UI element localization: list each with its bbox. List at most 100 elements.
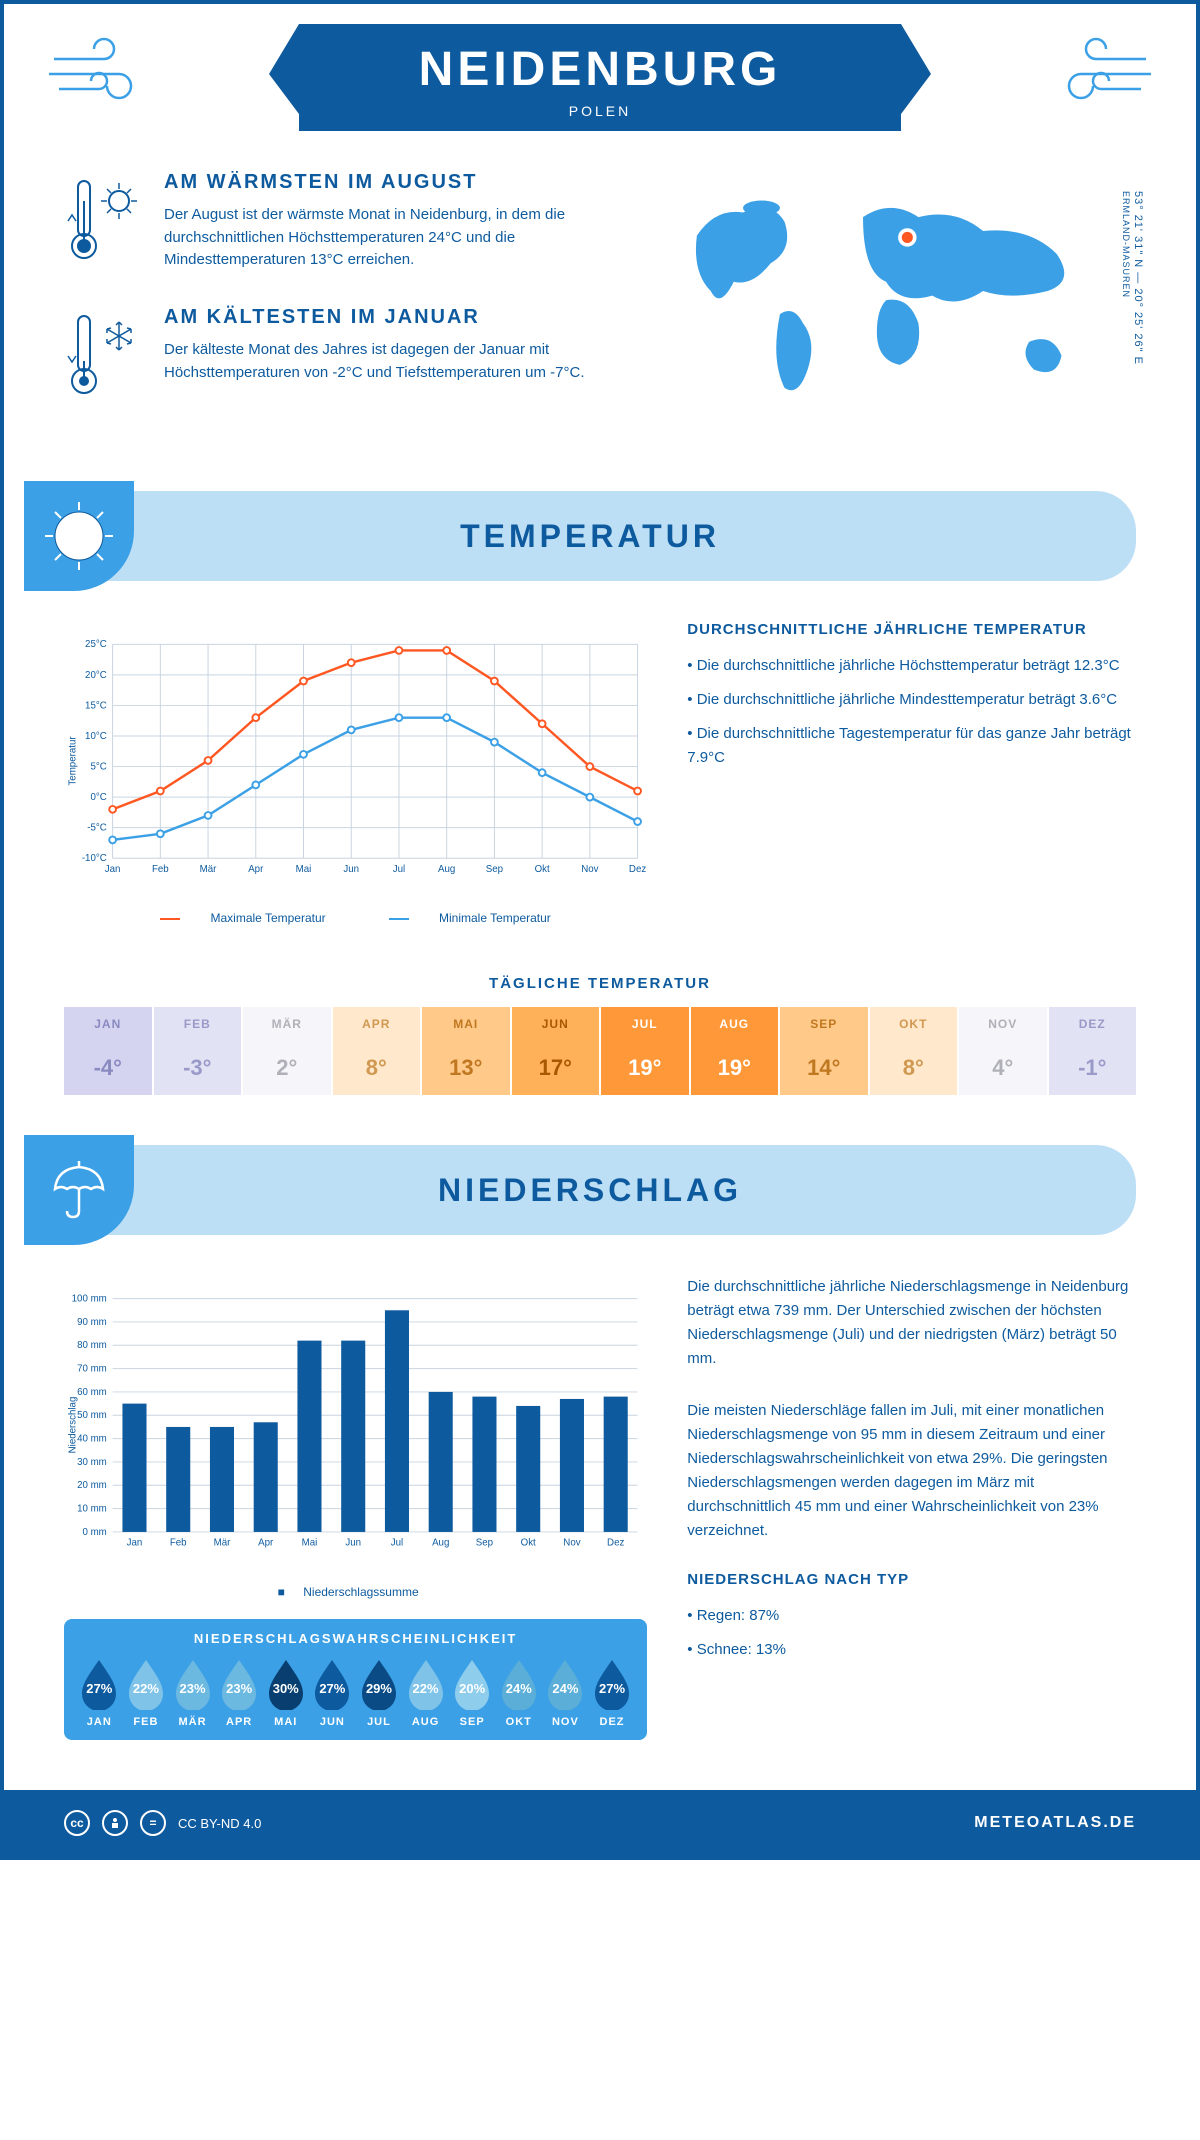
precip-para: Die durchschnittliche jährliche Niedersc… xyxy=(687,1275,1136,1371)
svg-text:Feb: Feb xyxy=(170,1538,187,1549)
prob-cell: 27% DEZ xyxy=(589,1658,636,1728)
precip-type: • Schnee: 13% xyxy=(687,1638,1136,1662)
footer: cc = CC BY-ND 4.0 METEOATLAS.DE xyxy=(4,1790,1196,1856)
title-banner: NEIDENBURG POLEN xyxy=(299,24,902,131)
license-block: cc = CC BY-ND 4.0 xyxy=(64,1810,261,1836)
svg-text:15°C: 15°C xyxy=(85,700,107,711)
svg-text:Temperatur: Temperatur xyxy=(68,736,79,786)
daily-cell: APR8° xyxy=(333,1007,423,1095)
coldest-desc: Der kälteste Monat des Jahres ist dagege… xyxy=(164,339,605,384)
facts-column: AM WÄRMSTEN IM AUGUST Der August ist der… xyxy=(64,171,605,441)
svg-text:Nov: Nov xyxy=(581,864,598,875)
daily-cell: SEP14° xyxy=(780,1007,870,1095)
daily-cell: MÄR2° xyxy=(243,1007,333,1095)
precip-para: Die meisten Niederschläge fallen im Juli… xyxy=(687,1399,1136,1543)
license-text: CC BY-ND 4.0 xyxy=(178,1816,261,1831)
svg-text:Sep: Sep xyxy=(486,864,503,875)
warmest-fact: AM WÄRMSTEN IM AUGUST Der August ist der… xyxy=(64,171,605,276)
svg-text:70 mm: 70 mm xyxy=(77,1364,107,1375)
temp-legend: Maximale Temperatur Minimale Temperatur xyxy=(64,911,647,925)
temp-section-header: TEMPERATUR xyxy=(44,491,1136,581)
prob-cell: 22% AUG xyxy=(402,1658,449,1728)
umbrella-icon xyxy=(24,1135,134,1245)
thermometer-snow-icon xyxy=(64,306,144,411)
daily-cell: JUN17° xyxy=(512,1007,602,1095)
cc-icon: cc xyxy=(64,1810,90,1836)
sun-icon xyxy=(24,481,134,591)
svg-text:5°C: 5°C xyxy=(90,761,106,772)
precip-type: • Regen: 87% xyxy=(687,1604,1136,1628)
precip-type-heading: NIEDERSCHLAG NACH TYP xyxy=(687,1571,1136,1588)
svg-text:10 mm: 10 mm xyxy=(77,1504,107,1515)
prob-cell: 27% JUN xyxy=(309,1658,356,1728)
coldest-text: AM KÄLTESTEN IM JANUAR Der kälteste Mona… xyxy=(164,306,605,411)
temp-bullet: • Die durchschnittliche jährliche Mindes… xyxy=(687,688,1136,712)
svg-text:Sep: Sep xyxy=(476,1538,493,1549)
prob-cell: 30% MAI xyxy=(262,1658,309,1728)
svg-text:20 mm: 20 mm xyxy=(77,1480,107,1491)
svg-text:Okt: Okt xyxy=(535,864,550,875)
svg-text:Mai: Mai xyxy=(296,864,312,875)
prob-cell: 29% JUL xyxy=(356,1658,403,1728)
temp-info: DURCHSCHNITTLICHE JÄHRLICHE TEMPERATUR •… xyxy=(687,621,1136,925)
probability-title: NIEDERSCHLAGSWAHRSCHEINLICHKEIT xyxy=(76,1631,635,1646)
probability-row: 27% JAN 22% FEB 23% MÄR 23% APR 30% MAI xyxy=(76,1658,635,1728)
precip-title: NIEDERSCHLAG xyxy=(438,1172,742,1209)
wind-icon xyxy=(1046,34,1156,119)
daily-cell: DEZ-1° xyxy=(1049,1007,1137,1095)
precip-section-header: NIEDERSCHLAG xyxy=(44,1145,1136,1235)
svg-text:10°C: 10°C xyxy=(85,731,107,742)
svg-text:0°C: 0°C xyxy=(90,792,106,803)
svg-text:Jul: Jul xyxy=(393,864,405,875)
svg-text:Jun: Jun xyxy=(345,1538,361,1549)
prob-cell: 20% SEP xyxy=(449,1658,496,1728)
svg-text:40 mm: 40 mm xyxy=(77,1434,107,1445)
map-column: 53° 21' 31" N — 20° 25' 26" E ERMLAND-MA… xyxy=(645,171,1136,441)
prob-cell: 24% OKT xyxy=(495,1658,542,1728)
svg-text:-10°C: -10°C xyxy=(82,853,107,864)
precip-chart-row: 0 mm10 mm20 mm30 mm40 mm50 mm60 mm70 mm8… xyxy=(4,1255,1196,1760)
daily-cell: OKT8° xyxy=(870,1007,960,1095)
prob-cell: 23% MÄR xyxy=(169,1658,216,1728)
svg-text:Aug: Aug xyxy=(432,1538,449,1549)
svg-text:Apr: Apr xyxy=(258,1538,274,1549)
prob-cell: 23% APR xyxy=(216,1658,263,1728)
precip-info: Die durchschnittliche jährliche Niedersc… xyxy=(687,1275,1136,1740)
warmest-title: AM WÄRMSTEN IM AUGUST xyxy=(164,171,605,194)
svg-text:Dez: Dez xyxy=(607,1538,624,1549)
daily-temp-title: TÄGLICHE TEMPERATUR xyxy=(4,975,1196,992)
facts-row: AM WÄRMSTEN IM AUGUST Der August ist der… xyxy=(4,171,1196,471)
precip-bar-chart: 0 mm10 mm20 mm30 mm40 mm50 mm60 mm70 mm8… xyxy=(64,1275,647,1740)
probability-box: NIEDERSCHLAGSWAHRSCHEINLICHKEIT 27% JAN … xyxy=(64,1619,647,1740)
svg-text:25°C: 25°C xyxy=(85,639,107,650)
temp-bullet: • Die durchschnittliche Tagestemperatur … xyxy=(687,722,1136,770)
svg-text:Apr: Apr xyxy=(248,864,264,875)
thermometer-sun-icon xyxy=(64,171,144,276)
svg-text:80 mm: 80 mm xyxy=(77,1340,107,1351)
prob-cell: 24% NOV xyxy=(542,1658,589,1728)
city-name: NEIDENBURG xyxy=(419,42,782,97)
temp-info-heading: DURCHSCHNITTLICHE JÄHRLICHE TEMPERATUR xyxy=(687,621,1136,638)
svg-text:Mai: Mai xyxy=(302,1538,318,1549)
svg-text:Jun: Jun xyxy=(343,864,359,875)
daily-cell: FEB-3° xyxy=(154,1007,244,1095)
coordinates: 53° 21' 31" N — 20° 25' 26" E ERMLAND-MA… xyxy=(1120,191,1144,365)
world-map-icon xyxy=(645,171,1136,411)
svg-text:Nov: Nov xyxy=(563,1538,580,1549)
by-icon xyxy=(102,1810,128,1836)
daily-cell: JAN-4° xyxy=(64,1007,154,1095)
svg-text:Aug: Aug xyxy=(438,864,455,875)
svg-text:Jan: Jan xyxy=(105,864,121,875)
prob-cell: 27% JAN xyxy=(76,1658,123,1728)
svg-text:90 mm: 90 mm xyxy=(77,1317,107,1328)
svg-text:60 mm: 60 mm xyxy=(77,1387,107,1398)
svg-text:50 mm: 50 mm xyxy=(77,1410,107,1421)
daily-cell: JUL19° xyxy=(601,1007,691,1095)
svg-text:Jul: Jul xyxy=(391,1538,403,1549)
precip-legend: ■ Niederschlagssumme xyxy=(64,1585,647,1599)
svg-text:Jan: Jan xyxy=(127,1538,143,1549)
temp-bullet: • Die durchschnittliche jährliche Höchst… xyxy=(687,654,1136,678)
svg-text:Dez: Dez xyxy=(629,864,646,875)
wind-icon xyxy=(44,34,154,119)
warmest-desc: Der August ist der wärmste Monat in Neid… xyxy=(164,204,605,272)
